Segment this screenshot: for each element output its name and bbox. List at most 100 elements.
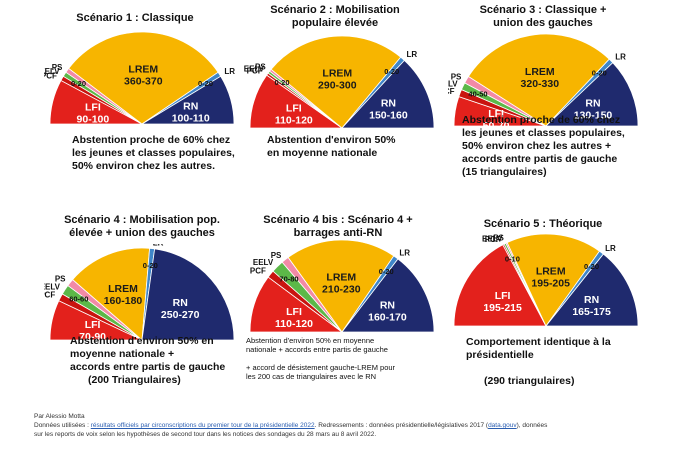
description-line: Abstention proche de 60% chez bbox=[462, 114, 621, 126]
label-rn: RN bbox=[380, 300, 395, 312]
label-pcf: PCF bbox=[448, 87, 455, 96]
value-label-eelv: 70-80 bbox=[279, 274, 298, 283]
segment-lrem bbox=[68, 31, 219, 125]
label-lfi: LFI bbox=[286, 103, 302, 115]
description-line: Comportement identique à la bbox=[466, 336, 611, 348]
value-label-lrem: 160-180 bbox=[104, 295, 143, 307]
label-eelv: EELV bbox=[482, 234, 503, 243]
label-lfi: LFI bbox=[488, 108, 504, 120]
label-lrem: LREM bbox=[108, 283, 138, 295]
chart-description: Abstention d'environ 50% en moyenne natio… bbox=[70, 335, 250, 387]
value-label-eelv: 0-20 bbox=[71, 79, 86, 88]
value-label-lrem: 320-330 bbox=[521, 78, 560, 90]
description-line: accords entre partis de gauche bbox=[462, 153, 618, 165]
label-pcf: PCF bbox=[485, 235, 501, 244]
chart-title: Scénario 3 : Classique + union des gauch… bbox=[479, 4, 607, 29]
segment-rn bbox=[341, 258, 435, 333]
value-label-lr: 0-20 bbox=[584, 262, 599, 271]
value-label-eelv: 0-10 bbox=[505, 255, 520, 264]
label-lr: LR bbox=[615, 53, 626, 62]
label-eelv: EELV bbox=[244, 65, 265, 74]
value-label-lr: 0-20 bbox=[379, 267, 394, 276]
value-label-lr: 0-20 bbox=[198, 79, 213, 88]
label-rn: RN bbox=[585, 97, 600, 109]
label-lfi: LFI bbox=[85, 319, 101, 331]
label-ps: PS bbox=[271, 251, 282, 260]
value-label-rn: 130-150 bbox=[574, 109, 613, 121]
label-rn: RN bbox=[381, 98, 396, 110]
description-line: les 200 cas de triangulaires avec le RN bbox=[246, 372, 377, 381]
label-eelv: EELV bbox=[44, 282, 61, 291]
value-label-eelv: 60-60 bbox=[69, 295, 88, 304]
description-line bbox=[466, 362, 656, 375]
description-line: 50% environ chez les autres + bbox=[462, 140, 612, 152]
label-ps: PS bbox=[451, 73, 462, 82]
description-line bbox=[246, 354, 446, 363]
value-label-rn: 100-110 bbox=[172, 112, 210, 124]
segment-rn bbox=[140, 75, 235, 125]
footer-link-datagouv[interactable]: data.gouv bbox=[488, 422, 517, 429]
value-label-lfi: 110-120 bbox=[275, 115, 313, 127]
footer-data-sources: Données utilisées : résultats officiels … bbox=[34, 421, 674, 430]
label-ps: PS bbox=[255, 63, 266, 72]
value-label-rn: 250-270 bbox=[161, 309, 200, 321]
description-line: accords entre partis de gauche bbox=[70, 361, 226, 373]
segment-lrem bbox=[287, 239, 395, 333]
value-label-rn: 150-160 bbox=[369, 110, 408, 122]
footer-data-prefix: Données utilisées : bbox=[34, 422, 91, 429]
label-rn: RN bbox=[183, 100, 198, 112]
value-label-lrem: 290-300 bbox=[318, 80, 357, 92]
label-pcf: PCF bbox=[250, 266, 266, 275]
description-line: moyenne nationale + bbox=[70, 348, 175, 360]
segment-rn bbox=[545, 253, 639, 327]
chart-title: Scénario 5 : Théorique bbox=[483, 218, 603, 230]
label-lrem: LREM bbox=[525, 66, 555, 78]
label-ps: PS bbox=[493, 234, 504, 243]
description-line: Abstention d'environ 50% en bbox=[70, 335, 214, 347]
segment-lfi bbox=[453, 244, 547, 327]
description-line: (15 triangulaires) bbox=[462, 166, 547, 178]
label-pcf: PCF bbox=[44, 291, 55, 300]
label-lr: LR bbox=[399, 249, 410, 258]
footer: Par Alessio Motta Données utilisées : ré… bbox=[34, 412, 674, 439]
label-lrem: LREM bbox=[536, 266, 566, 278]
label-lr: LR bbox=[605, 244, 616, 253]
segment-lrem bbox=[72, 247, 151, 341]
description-line: présidentielle bbox=[466, 349, 534, 361]
footer-link-results[interactable]: résultats officiels par circonscriptions… bbox=[90, 422, 315, 429]
segment-rn bbox=[141, 248, 235, 341]
value-label-eelv: 0-20 bbox=[274, 78, 289, 87]
label-ps: PS bbox=[55, 275, 66, 284]
value-label-eelv: 40-50 bbox=[468, 89, 487, 98]
segment-lrem bbox=[506, 233, 601, 327]
label-lr: LR bbox=[153, 244, 164, 248]
description-line: 50% environ chez les autres. bbox=[72, 160, 215, 172]
description-line: les jeunes et classes populaires, bbox=[72, 147, 235, 159]
label-lr: LR bbox=[224, 67, 235, 76]
value-label-lr: 0-20 bbox=[143, 261, 158, 270]
chart-description: Abstention proche de 60% chez les jeunes … bbox=[72, 134, 252, 173]
chart-description: Comportement identique à la présidentiell… bbox=[466, 336, 656, 388]
label-rn: RN bbox=[584, 294, 599, 306]
label-pcf: PCF bbox=[44, 71, 57, 80]
value-label-lfi: 50-70 bbox=[483, 120, 510, 128]
label-lrem: LREM bbox=[326, 271, 356, 283]
label-pcf: PCF bbox=[247, 67, 263, 76]
label-lrem: LREM bbox=[322, 68, 352, 80]
label-lfi: LFI bbox=[85, 102, 101, 114]
value-label-lr: 0-20 bbox=[384, 67, 399, 76]
value-label-lr: 0-20 bbox=[592, 69, 607, 78]
description-line: (290 triangulaires) bbox=[484, 375, 575, 387]
description-line: nationale + accords entre partis de gauc… bbox=[246, 345, 388, 354]
segment-rn bbox=[341, 59, 435, 129]
value-label-rn: 165-175 bbox=[572, 306, 611, 318]
description-line: Abstention d'environ 50% en moyenne bbox=[246, 336, 375, 345]
label-eelv: EELV bbox=[448, 80, 458, 89]
chart-description: Abstention d'environ 50% en moyenne natio… bbox=[267, 134, 427, 160]
footer-line3: sur les reports de voix selon les hypoth… bbox=[34, 431, 377, 438]
label-lfi: LFI bbox=[495, 290, 511, 302]
description-line: Abstention d'environ 50% bbox=[267, 134, 396, 146]
